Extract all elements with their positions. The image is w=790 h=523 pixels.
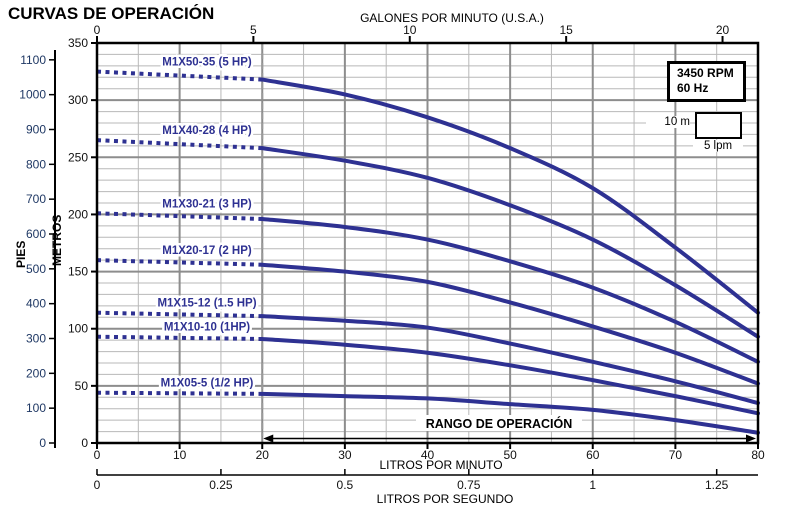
- pump-curve-label: M1X05-5 (1/2 HP): [161, 378, 254, 390]
- pies-tick-label: 300: [26, 331, 46, 345]
- pies-tick-label: 200: [26, 366, 46, 380]
- lpm-tick-label: 0: [94, 448, 101, 462]
- pump-curve-label: M1X15-12 (1.5 HP): [157, 298, 256, 310]
- pies-tick-label: 1000: [19, 88, 46, 102]
- metros-tick-label: 100: [68, 322, 88, 336]
- pump-curve-dotted: [96, 258, 263, 267]
- rpm-legend-box: 3450 RPM 60 Hz: [667, 61, 746, 102]
- arrowhead-right: [746, 434, 756, 443]
- pies-tick-label: 400: [26, 297, 46, 311]
- x-axis-seconds-title: LITROS POR SEGUNDO: [376, 492, 514, 506]
- lpm-tick-label: 40: [421, 448, 435, 462]
- pump-curve-solid: [260, 77, 760, 315]
- chart-title: CURVAS DE OPERACIÓN: [8, 4, 215, 23]
- pump-curve-solid: [260, 391, 760, 435]
- grid-scale-vertical-label: 10 m: [646, 116, 690, 128]
- pies-tick-label: 700: [26, 192, 46, 206]
- y-axis-pies-title: PIES: [14, 240, 28, 268]
- frequency-value: 60 Hz: [677, 81, 709, 95]
- lpm-tick-label: 10: [173, 448, 187, 462]
- rpm-value: 3450 RPM: [677, 66, 734, 80]
- grid-scale-box: [695, 112, 742, 139]
- pump-curve-solid: [260, 146, 760, 339]
- pies-tick-label: 900: [26, 122, 46, 136]
- ls-tick-label: 0: [94, 478, 101, 492]
- pump-curve-label: M1X30-21 (3 HP): [162, 198, 252, 210]
- metros-tick-label: 250: [68, 150, 88, 164]
- ls-tick-label: 0.5: [337, 478, 354, 492]
- pies-tick-label: 0: [39, 436, 46, 450]
- ls-tick-label: 1: [589, 478, 596, 492]
- operating-range-label-bg: [416, 415, 582, 431]
- lpm-tick-label: 70: [669, 448, 683, 462]
- pump-curve-dotted: [96, 138, 263, 151]
- pump-curve-label: M1X20-17 (2 HP): [162, 245, 252, 257]
- lpm-tick-label: 20: [256, 448, 270, 462]
- metros-tick-label: 0: [81, 436, 88, 450]
- pump-curve-solid: [260, 314, 760, 405]
- lpm-tick-label: 30: [338, 448, 352, 462]
- gpm-tick-label: 5: [250, 23, 257, 37]
- operating-range-label: RANGO DE OPERACIÓN: [426, 416, 573, 431]
- pies-tick-label: 800: [26, 157, 46, 171]
- metros-tick-label: 150: [68, 265, 88, 279]
- ls-tick-label: 1.25: [705, 478, 729, 492]
- lpm-tick-label: 50: [503, 448, 517, 462]
- pump-curve-dotted: [96, 211, 263, 221]
- lpm-tick-label: 80: [751, 448, 765, 462]
- pies-tick-label: 1100: [20, 53, 46, 67]
- pump-curve-dotted: [96, 310, 263, 319]
- gpm-tick-label: 15: [559, 23, 573, 37]
- pump-curve-solid: [260, 262, 760, 386]
- pies-tick-label: 600: [26, 227, 46, 241]
- pump-curve-label: M1X50-35 (5 HP): [162, 57, 252, 69]
- x-axis-top-title: GALONES POR MINUTO (U.S.A.): [360, 11, 544, 25]
- metros-tick-label: 200: [68, 207, 88, 221]
- x-axis-bottom-title: LITROS POR MINUTO: [379, 458, 503, 472]
- pump-curve-label: M1X10-10 (1HP): [164, 322, 250, 334]
- pies-tick-label: 100: [26, 401, 46, 415]
- metros-tick-label: 300: [68, 93, 88, 107]
- gpm-tick-label: 0: [94, 23, 101, 37]
- lpm-tick-label: 60: [586, 448, 600, 462]
- metros-tick-label: 350: [68, 36, 88, 50]
- pies-tick-label: 500: [26, 262, 46, 276]
- ls-tick-label: 0.75: [457, 478, 481, 492]
- grid-scale-horizontal-label: 5 lpm: [693, 140, 743, 152]
- pump-curve-solid: [260, 337, 760, 416]
- pump-curve-dotted: [96, 334, 263, 341]
- arrowhead-left: [263, 434, 274, 443]
- gpm-tick-label: 10: [403, 23, 417, 37]
- pump-curve-label: M1X40-28 (4 HP): [162, 125, 252, 137]
- y-axis-metros-title: METROS: [50, 214, 64, 266]
- gpm-tick-label: 20: [716, 23, 730, 37]
- metros-tick-label: 50: [75, 379, 89, 393]
- ls-tick-label: 0.25: [209, 478, 233, 492]
- pump-curve-solid: [260, 217, 760, 364]
- pump-curve-dotted: [96, 390, 263, 396]
- pump-curve-dotted: [96, 69, 263, 82]
